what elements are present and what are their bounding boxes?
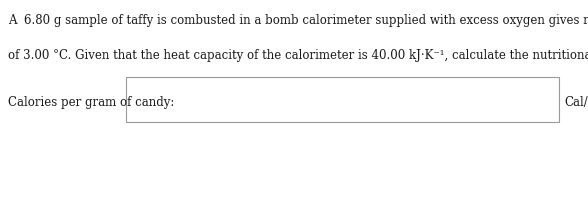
Text: Cal/g: Cal/g: [564, 95, 588, 109]
Text: A  6.80 g sample of taffy is combusted in a bomb calorimeter supplied with exces: A 6.80 g sample of taffy is combusted in…: [8, 14, 588, 27]
Text: of 3.00 °C. Given that the heat capacity of the calorimeter is 40.00 kJ·K⁻¹, cal: of 3.00 °C. Given that the heat capacity…: [8, 49, 588, 62]
Text: Calories per gram of candy:: Calories per gram of candy:: [8, 95, 174, 109]
FancyBboxPatch shape: [126, 78, 559, 122]
